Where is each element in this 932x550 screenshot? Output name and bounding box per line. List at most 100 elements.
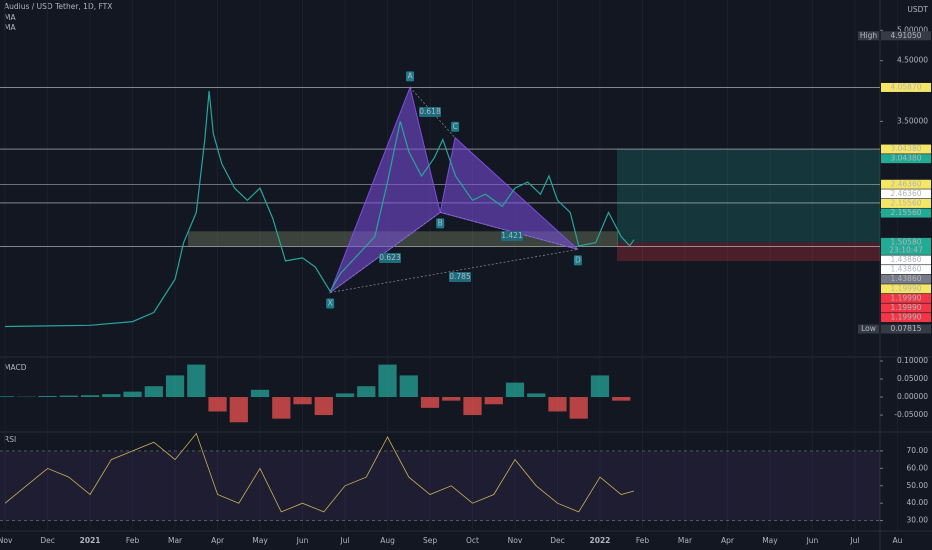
histogram-bar	[335, 393, 355, 398]
pattern-guide	[329, 212, 441, 293]
y-tick-label: 0.00000	[897, 392, 928, 401]
price-label: 1.19990	[890, 313, 921, 322]
legend-item: MA	[4, 23, 16, 32]
price-label: 2.46360	[890, 189, 921, 198]
ratio-box	[419, 107, 441, 117]
ratio-label: 0.618	[419, 107, 441, 116]
pattern-point-box	[573, 255, 582, 266]
rsi-line	[4, 432, 635, 513]
loss-zone	[616, 242, 880, 261]
histogram-bar	[123, 391, 142, 398]
profit-zone	[616, 149, 880, 243]
histogram-bar	[612, 397, 631, 401]
histogram-bar	[484, 397, 503, 405]
pane-title: MACD	[4, 363, 27, 372]
pattern-point-box	[436, 218, 445, 229]
pane-title: RSI	[4, 435, 16, 444]
histogram-bar	[590, 375, 610, 398]
histogram-bar	[144, 386, 163, 398]
price-label-box	[881, 144, 931, 154]
price-label: 1.43860	[890, 265, 921, 274]
histogram-bar	[463, 397, 482, 416]
x-tick-label: Dec	[40, 536, 55, 545]
y-tick-label: 60.00	[907, 463, 929, 472]
price-label-box	[881, 265, 931, 275]
rsi-band	[0, 450, 880, 521]
histogram-bar	[80, 395, 100, 398]
ratio-box	[501, 231, 523, 241]
pattern-point-label: X	[328, 298, 333, 307]
price-label: 0.07815	[890, 324, 921, 333]
price-label-box	[881, 82, 931, 92]
pattern-point-box	[326, 298, 335, 309]
x-tick-label: Aug	[380, 536, 395, 545]
price-label: 1.50580	[890, 237, 921, 246]
price-label-box	[881, 208, 931, 218]
price-line	[5, 90, 635, 328]
pattern-point-label: B	[438, 218, 443, 227]
pattern-point-label: C	[452, 122, 457, 131]
x-tick-label: Mar	[168, 536, 183, 545]
histogram-bar	[442, 397, 461, 401]
x-tick-label: Jun	[296, 536, 309, 545]
price-label: 3.04380	[890, 154, 921, 163]
x-tick-label: May	[252, 536, 268, 545]
price-label: 1.43860	[890, 255, 921, 264]
price-label: 1.43860	[890, 274, 921, 283]
y-tick-label: 50.00	[907, 481, 929, 490]
histogram-bar	[314, 397, 333, 416]
histogram-bar	[527, 393, 546, 398]
x-tick-label: Apr	[211, 536, 225, 545]
x-tick-label: Sep	[423, 536, 437, 545]
x-tick-label: 2022	[590, 536, 611, 545]
histogram-bar	[250, 389, 270, 398]
y-tick-label: 70.00	[907, 446, 929, 455]
price-label-box	[881, 31, 931, 41]
x-tick-label: Dec	[550, 536, 565, 545]
ratio-label: 0.623	[379, 253, 401, 262]
histogram-bar	[208, 397, 227, 412]
x-tick-label: Jul	[849, 536, 859, 545]
price-label-box	[881, 189, 931, 199]
price-label-box	[881, 284, 931, 294]
x-tick-label: Feb	[636, 536, 650, 545]
x-tick-label: May	[762, 536, 778, 545]
price-label-box	[881, 179, 931, 189]
pattern-point-box	[406, 71, 415, 82]
histogram-bar	[187, 364, 206, 398]
y-tick-label: 3.50000	[897, 116, 928, 125]
x-tick-label: Mar	[678, 536, 693, 545]
x-tick-label: Feb	[126, 536, 140, 545]
legend-item: MA	[4, 13, 16, 22]
pattern-point-label: A	[407, 71, 413, 80]
price-label: 2.46360	[890, 179, 921, 188]
histogram-bar	[548, 397, 567, 412]
x-tick-label: Jun	[806, 536, 819, 545]
y-tick-label: 4.50000	[897, 56, 928, 65]
price-label: 1.19990	[890, 303, 921, 312]
ratio-label: 1.421	[501, 231, 523, 240]
histogram-bar	[165, 375, 185, 398]
y-tick-label: 0.10000	[897, 356, 928, 365]
currency: USDT	[907, 5, 928, 14]
x-tick-label: Nov	[0, 536, 13, 545]
y-tick-label: 40.00	[907, 498, 929, 507]
price-label: 2.15560	[890, 208, 921, 217]
price-label-box	[881, 154, 931, 164]
price-label-box	[881, 313, 931, 323]
price-label-box	[881, 274, 931, 284]
price-label: 3.04380	[890, 144, 921, 153]
histogram-bar	[0, 396, 15, 398]
histogram-bar	[38, 395, 57, 398]
tag-box	[858, 324, 879, 334]
histogram-bar	[59, 395, 78, 398]
histogram-bar	[505, 382, 525, 398]
histogram-bar	[357, 386, 376, 398]
histogram-bar	[102, 394, 121, 398]
y-tick-label: -0.05000	[894, 410, 928, 419]
tag-box	[858, 31, 879, 41]
histogram-bar	[420, 397, 440, 408]
x-tick-label: Apr	[721, 536, 735, 545]
price-label-box	[881, 198, 931, 208]
